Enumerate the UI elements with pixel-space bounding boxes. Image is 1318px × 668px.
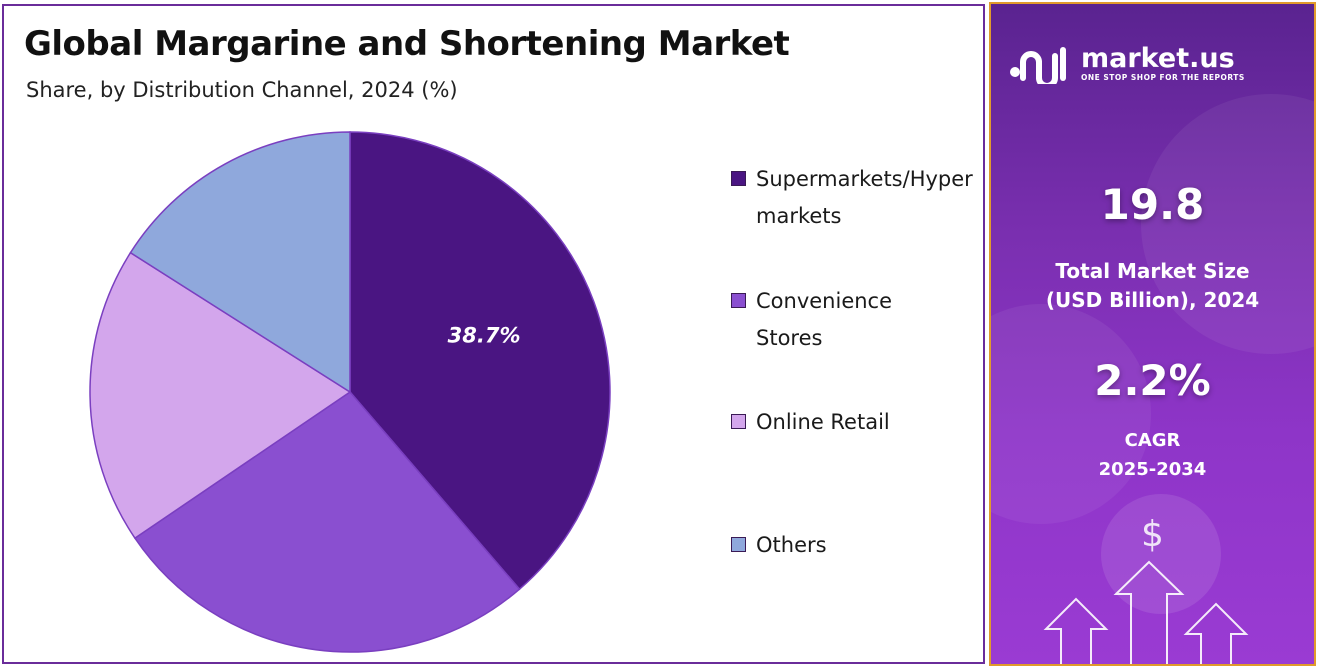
- market-us-logo-icon: [1010, 47, 1066, 84]
- summary-panel: market.us ONE STOP SHOP FOR THE REPORTS …: [989, 2, 1316, 666]
- legend-swatch-online: [731, 414, 746, 429]
- legend-label-supermarkets: Supermarkets/Hypermarkets: [756, 167, 973, 228]
- chart-subtitle: Share, by Distribution Channel, 2024 (%): [26, 78, 458, 102]
- legend-item-convenience: Convenience Stores: [731, 283, 946, 357]
- market-size-label-line2: (USD Billion), 2024: [1045, 288, 1260, 312]
- chart-panel: Global Margarine and Shortening Market S…: [2, 4, 985, 664]
- growth-arrows-icon: [1043, 560, 1249, 664]
- legend-swatch-supermarkets: [731, 171, 746, 186]
- brand-name: market.us: [1081, 42, 1235, 74]
- decor-circle: [991, 304, 1151, 524]
- dollar-icon: $: [1141, 514, 1164, 555]
- market-size-label-line1: Total Market Size: [1055, 259, 1250, 283]
- legend-item-supermarkets: Supermarkets/Hypermarkets: [731, 161, 976, 235]
- pie-slice-others: [129, 131, 351, 394]
- legend-label-online: Online Retail: [756, 410, 890, 434]
- legend-item-others: Others: [731, 527, 976, 564]
- cagr-label: CAGR: [1124, 430, 1181, 451]
- pie-slice-online: [89, 251, 352, 540]
- cagr-value: 2.2%: [1094, 356, 1211, 405]
- cagr-period: 2025-2034: [1098, 459, 1207, 480]
- pie-slice-convenience: [133, 391, 521, 653]
- legend-label-others: Others: [756, 533, 827, 557]
- legend-item-online: Online Retail: [731, 404, 976, 441]
- legend-swatch-others: [731, 537, 746, 552]
- chart-title: Global Margarine and Shortening Market: [24, 24, 790, 64]
- legend-label-convenience: Convenience Stores: [756, 289, 893, 350]
- brand-tagline: ONE STOP SHOP FOR THE REPORTS: [1081, 72, 1245, 82]
- pie-label-supermarkets: 38.7%: [448, 323, 521, 347]
- pie-chart: 38.7%: [89, 131, 611, 653]
- legend-swatch-convenience: [731, 293, 746, 308]
- market-size-value: 19.8: [1100, 180, 1205, 229]
- brand-logo: market.us ONE STOP SHOP FOR THE REPORTS: [1009, 42, 1245, 84]
- pie-slice-supermarkets: [349, 131, 611, 591]
